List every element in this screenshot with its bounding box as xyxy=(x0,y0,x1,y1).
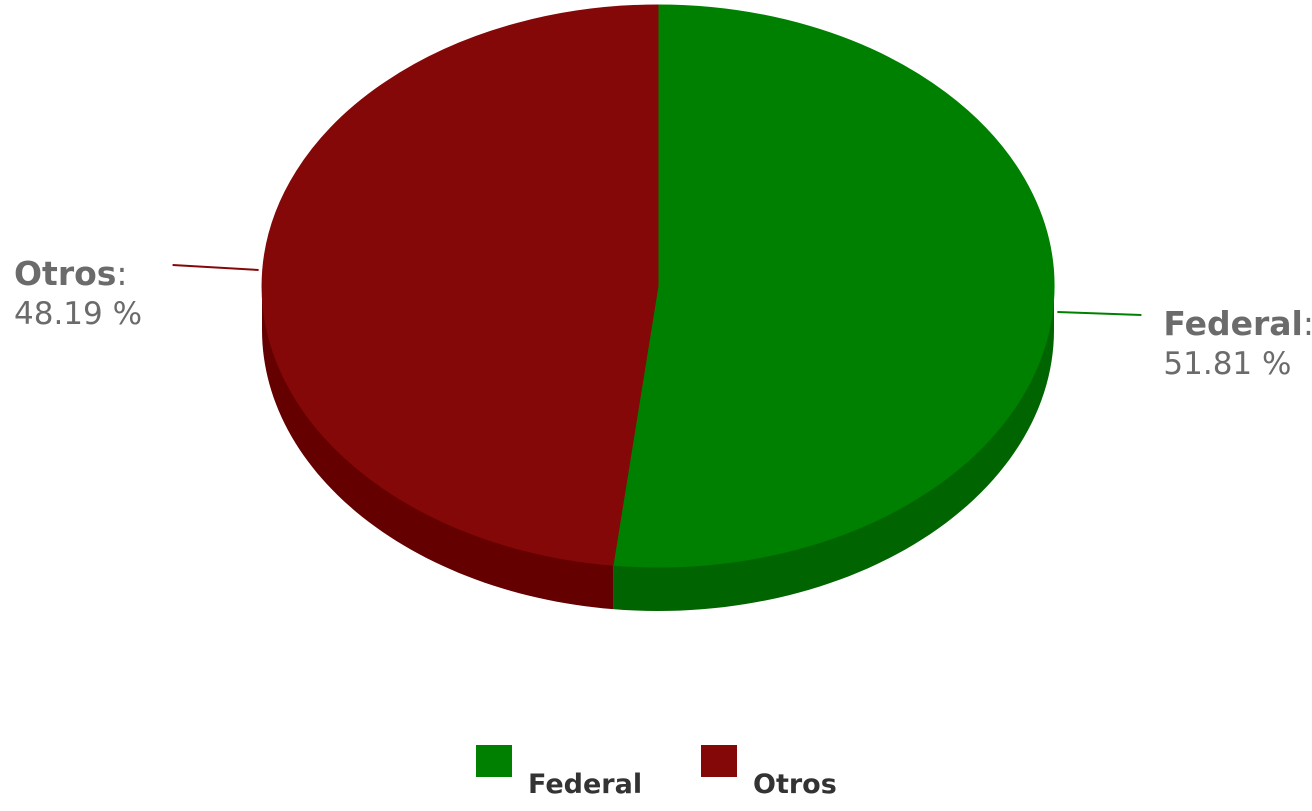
pie-slice-otros[interactable] xyxy=(261,4,659,566)
pie-slice-federal[interactable] xyxy=(612,4,1055,568)
legend-label-federal: Federal xyxy=(528,769,642,800)
pie-side-federal xyxy=(613,286,1054,611)
legend-item-otros[interactable]: Otros xyxy=(701,745,837,800)
slice-label-separator: : xyxy=(116,254,127,293)
pie-depth-layer xyxy=(262,286,1054,611)
pie-top-layer xyxy=(261,4,1055,568)
pie-side-otros xyxy=(262,286,614,610)
legend-swatch-federal xyxy=(476,745,512,777)
label-connectors xyxy=(172,264,1142,316)
slice-label-name-otros: Otros: xyxy=(14,254,128,293)
slice-label-separator: : xyxy=(1303,304,1312,343)
slice-label-name-federal: Federal: xyxy=(1163,304,1312,343)
slice-label-name-text: Federal xyxy=(1163,304,1302,343)
slice-label-name-text: Otros xyxy=(14,254,116,293)
legend[interactable]: Federal Otros xyxy=(476,745,837,800)
connector-otros xyxy=(172,264,259,271)
connector-federal xyxy=(1057,311,1142,316)
slice-label-value-federal: 51.81 % xyxy=(1163,346,1291,382)
legend-label-otros: Otros xyxy=(753,769,837,800)
slice-label-value-otros: 48.19 % xyxy=(14,296,142,332)
legend-item-federal[interactable]: Federal xyxy=(476,745,642,800)
legend-swatch-otros xyxy=(701,745,737,777)
slice-labels: Federal:51.81 %Otros:48.19 % xyxy=(14,254,1312,382)
